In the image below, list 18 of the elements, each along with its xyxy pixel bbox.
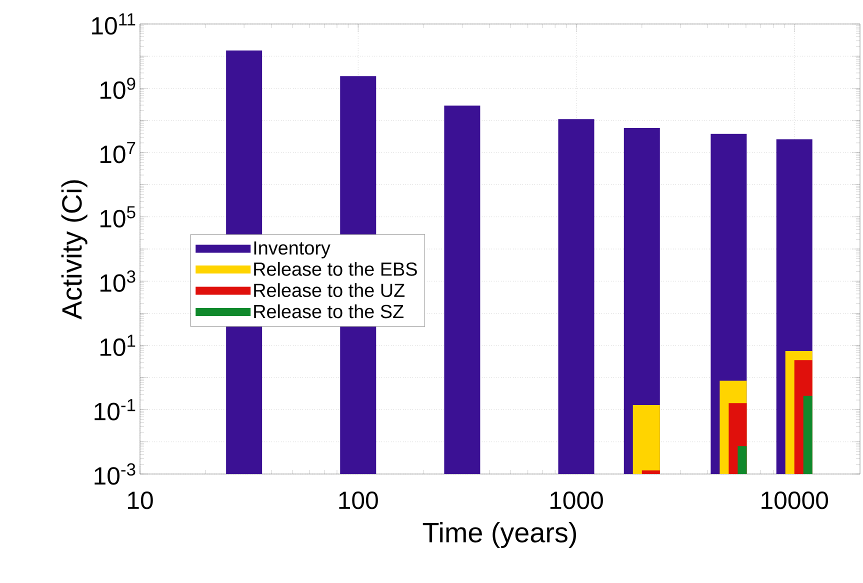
- y-tick-label: 10$^{7}$: [100, 142, 136, 164]
- y-tick-label: 10$^{11}$: [92, 13, 136, 35]
- legend-label: Inventory: [254, 241, 330, 258]
- x-tick-label: 100: [339, 492, 378, 510]
- y-tick-label: 10$^{-1}$: [94, 399, 136, 420]
- y-tick-label: 10$^{1}$: [100, 334, 136, 356]
- y-tick-label: 10$^{9}$: [100, 78, 136, 99]
- x-axis-title: Time (years): [422, 522, 576, 548]
- legend-label: Release to the EBS: [254, 262, 417, 276]
- y-tick-label: 10$^{-3}$: [94, 463, 136, 485]
- x-tick-label: 10000: [762, 492, 828, 510]
- y-tick-label: 10$^{5}$: [100, 206, 136, 228]
- legend-label: Release to the UZ: [254, 283, 405, 298]
- x-tick-label: 1000: [550, 492, 603, 510]
- legend-label: Release to the SZ: [254, 304, 404, 318]
- y-tick-label: 10$^{3}$: [100, 270, 136, 292]
- y-axis-title: Activity (Ci): [61, 180, 88, 320]
- x-tick-label: 10: [128, 492, 153, 510]
